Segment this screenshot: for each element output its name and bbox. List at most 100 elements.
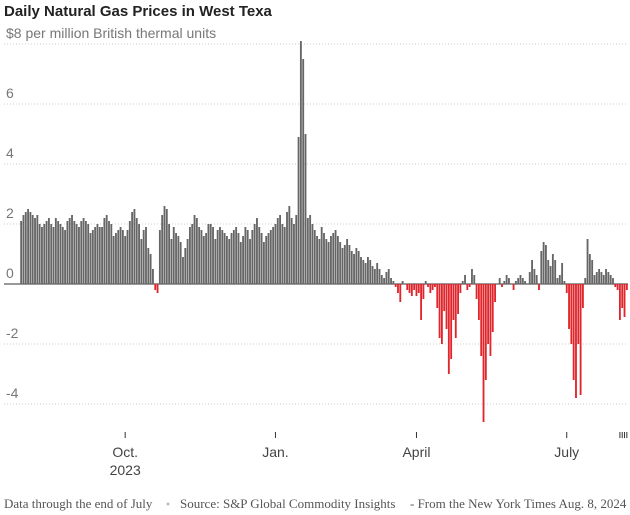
bar (214, 239, 217, 284)
bar (417, 284, 420, 293)
bar (473, 275, 476, 284)
bar (623, 284, 626, 317)
bar (186, 239, 189, 284)
bar (521, 278, 524, 284)
bar (369, 260, 372, 284)
bar (577, 284, 580, 344)
y-tick-label: -4 (6, 385, 19, 401)
bar (216, 230, 219, 284)
bar (244, 227, 247, 284)
bar (253, 224, 256, 284)
bar (94, 227, 97, 284)
bar (480, 284, 483, 356)
bar (149, 254, 152, 284)
bar (531, 260, 533, 284)
bar (547, 260, 550, 284)
bar (438, 284, 441, 338)
bar (117, 230, 120, 284)
bar (445, 284, 448, 329)
bar (156, 284, 159, 293)
bar (454, 284, 457, 338)
bar (281, 224, 284, 284)
bar (431, 284, 434, 290)
bar (223, 233, 226, 284)
bar (373, 269, 376, 284)
bar (452, 284, 455, 320)
bar (108, 221, 110, 284)
bar (514, 281, 517, 284)
y-tick-label: -2 (6, 325, 19, 341)
bar (575, 284, 577, 398)
note: Data through the end of July (4, 496, 153, 511)
bar (230, 233, 233, 284)
bar (334, 230, 337, 284)
bar (468, 284, 471, 287)
bar (228, 239, 231, 284)
bar (593, 275, 596, 284)
bar (392, 281, 395, 284)
bar (489, 284, 492, 356)
bar (621, 284, 624, 308)
bar (380, 275, 383, 284)
bar (538, 284, 540, 290)
bar (239, 242, 242, 284)
bar (362, 260, 365, 284)
bar (61, 227, 64, 284)
bar (152, 269, 154, 284)
bar (420, 284, 423, 320)
bar (198, 227, 201, 284)
bar (612, 278, 614, 284)
bar (508, 278, 510, 284)
bar (625, 284, 628, 290)
bar (193, 215, 196, 284)
bar (34, 218, 36, 284)
bar (290, 218, 293, 284)
bar (20, 221, 23, 284)
bar (306, 218, 309, 284)
bar (45, 221, 48, 284)
bar (517, 278, 520, 284)
bar (565, 284, 568, 293)
bar (163, 206, 166, 284)
bar (501, 284, 503, 287)
bar (429, 284, 432, 293)
bar (304, 134, 307, 284)
bar (188, 227, 191, 284)
bar (605, 269, 607, 284)
bar (475, 284, 478, 299)
bar (401, 281, 404, 284)
bar (524, 281, 527, 284)
bar (31, 215, 34, 284)
bar (545, 245, 547, 284)
bar (126, 230, 129, 284)
bar (341, 248, 344, 284)
bar (364, 263, 367, 284)
bar (561, 263, 564, 284)
bar (279, 215, 282, 284)
bar (170, 239, 173, 284)
bar (182, 257, 184, 284)
bar (484, 284, 487, 380)
bar (607, 272, 610, 284)
bar (533, 269, 536, 284)
bar (91, 230, 94, 284)
bar (135, 218, 138, 284)
bar (221, 230, 224, 284)
bar (101, 227, 103, 284)
bar (447, 284, 450, 374)
bar (78, 227, 80, 284)
bar (570, 284, 573, 344)
bar (487, 284, 490, 344)
bar (66, 221, 69, 284)
bar (235, 227, 238, 284)
bar (558, 275, 561, 284)
bar (89, 233, 92, 284)
bar (598, 269, 601, 284)
bar (71, 215, 73, 284)
bar (274, 224, 277, 284)
bar (556, 278, 559, 284)
bar (36, 215, 39, 284)
bar (397, 284, 399, 293)
bar (262, 242, 265, 284)
bar (98, 227, 101, 284)
